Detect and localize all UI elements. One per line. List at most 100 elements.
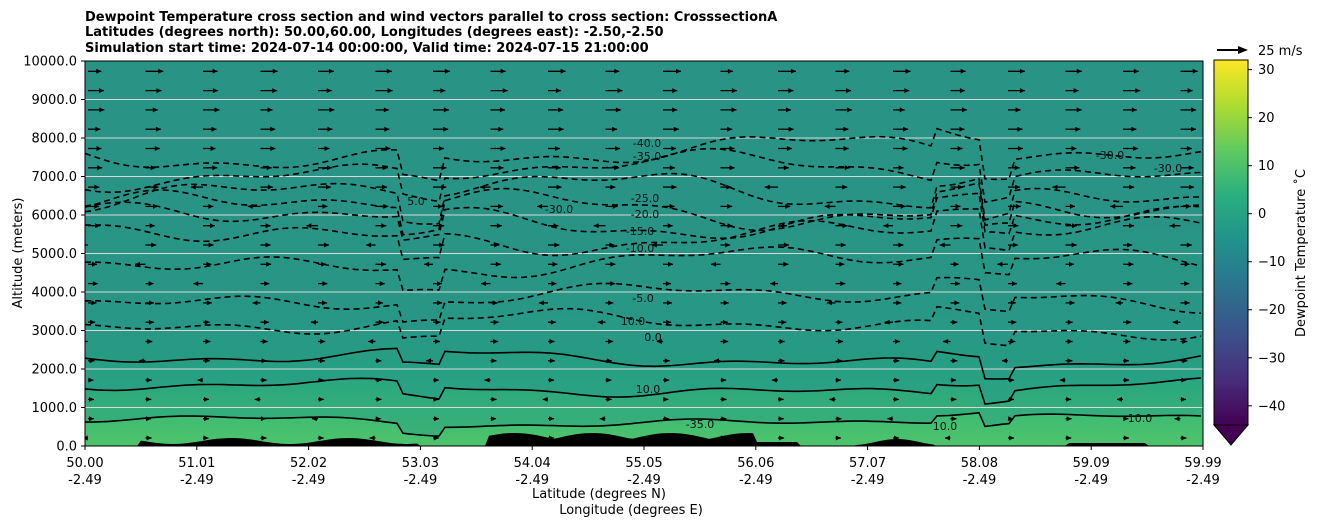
wind-vector-head xyxy=(788,88,794,94)
contour-label: 10.0 xyxy=(636,383,661,396)
wind-vector-head xyxy=(843,126,849,132)
wind-vector-head xyxy=(943,339,949,344)
contour-line xyxy=(85,172,1201,225)
x-tick-label-lon: -2.49 xyxy=(851,473,885,488)
wind-vector-head xyxy=(610,281,616,287)
wind-vector-head xyxy=(265,223,271,229)
wind-vector-head xyxy=(894,339,900,344)
wind-vector-head xyxy=(94,184,100,190)
wind-vector-head xyxy=(206,261,212,267)
wind-vector-head xyxy=(146,396,152,402)
wind-vector-head xyxy=(721,396,727,402)
wind-vector-head xyxy=(433,377,439,383)
wind-vector-head xyxy=(320,339,326,344)
wind-vector-head xyxy=(492,300,498,306)
wind-vector-head xyxy=(212,165,218,171)
wind-vector-head xyxy=(436,281,442,287)
wind-vector-head xyxy=(441,184,447,190)
x-tick-label-lon: -2.49 xyxy=(404,473,438,488)
wind-vector-head xyxy=(556,184,562,190)
wind-vector-head xyxy=(1126,319,1132,325)
wind-vector-head xyxy=(266,261,272,267)
wind-vector-head xyxy=(957,223,963,229)
wind-vector-head xyxy=(325,184,331,190)
wind-vector-head xyxy=(997,261,1003,267)
contour-label: -40.0 xyxy=(633,137,661,150)
wind-vector-head xyxy=(148,281,154,287)
wind-vector-head xyxy=(1069,261,1075,267)
wind-vector-head xyxy=(260,416,266,422)
chart-title-line-3: Simulation start time: 2024-07-14 00:00:… xyxy=(85,41,649,56)
wind-vector-head xyxy=(905,68,911,74)
wind-vector-head xyxy=(1069,300,1075,306)
contour-label: -30.0 xyxy=(1154,162,1182,175)
wind-vector-head xyxy=(836,416,842,422)
wind-vector-head xyxy=(672,88,678,94)
wind-vector-head xyxy=(883,223,889,229)
wind-vector-head xyxy=(560,68,566,74)
contour-line xyxy=(85,208,1202,261)
wind-vector-head xyxy=(376,377,382,383)
wind-vector-head xyxy=(778,396,784,402)
contour-label: 10.0 xyxy=(933,420,958,433)
wind-vector-head xyxy=(1001,358,1007,364)
wind-vector-head xyxy=(779,358,785,364)
wind-vector-head xyxy=(844,165,850,171)
wind-vector-head xyxy=(537,203,543,209)
wind-vector-head xyxy=(786,146,792,151)
wind-vector-head xyxy=(1180,396,1186,402)
wind-vector-head xyxy=(838,339,844,344)
wind-vector-head xyxy=(252,300,258,306)
wind-vector-head xyxy=(383,107,389,113)
y-tick-label: 1000.0 xyxy=(32,401,78,416)
x-axis-label-longitude: Longitude (degrees E) xyxy=(559,503,703,518)
wind-vector-head xyxy=(1066,435,1072,441)
wind-vector-head xyxy=(1071,146,1077,151)
wind-vector-head xyxy=(1015,203,1021,209)
wind-vector-head xyxy=(953,261,959,267)
wind-vector-head xyxy=(146,377,152,383)
wind-vector-head xyxy=(593,223,599,229)
wind-vector-head xyxy=(261,377,267,383)
wind-vector-head xyxy=(669,203,675,209)
y-tick-label: 8000.0 xyxy=(32,132,78,147)
contour-label: 10.0 xyxy=(621,315,646,328)
wind-vector-head xyxy=(204,358,210,364)
wind-vector-head xyxy=(155,126,161,132)
wind-vector-head xyxy=(896,300,902,306)
wind-vector-head xyxy=(95,126,101,132)
contour-label: -20.0 xyxy=(631,208,659,221)
wind-vector-head xyxy=(1131,126,1137,132)
wind-vector-head xyxy=(92,261,98,267)
wind-vector-head xyxy=(434,416,440,422)
wind-vector-head xyxy=(495,261,501,267)
x-tick-label-lon: -2.49 xyxy=(963,473,997,488)
wind-vector-head xyxy=(951,377,957,383)
x-tick-label-lon: -2.49 xyxy=(292,473,326,488)
wind-vector-head xyxy=(781,223,787,229)
wind-vector-head xyxy=(96,68,102,74)
wind-vector-head xyxy=(435,319,441,325)
x-tick-label-lat: 56.06 xyxy=(737,456,774,471)
wind-vector-head xyxy=(554,242,560,248)
y-axis: 0.0 1000.0 2000.0 3000.0 4000.0 5000.0 6000.0 7… xyxy=(23,55,85,455)
wind-vector-head xyxy=(844,68,850,74)
wind-vector-head xyxy=(1115,300,1121,306)
wind-vector-head xyxy=(1124,377,1130,383)
wind-vector-head xyxy=(555,146,561,151)
wind-vector-head xyxy=(89,396,95,402)
x-tick-label-lat: 52.02 xyxy=(290,456,327,471)
wind-vector-head xyxy=(1184,261,1190,267)
wind-vector-head xyxy=(270,126,276,132)
x-tick-label-lat: 50.00 xyxy=(66,456,103,471)
contour-label: -25.0 xyxy=(631,192,659,205)
wind-vector-head xyxy=(322,203,328,209)
contour-label: -35.0 xyxy=(633,150,661,163)
colorbar-extend-min xyxy=(1212,424,1250,446)
wind-vector-head xyxy=(499,107,505,113)
wind-vector-head xyxy=(89,358,95,364)
wind-vector-head xyxy=(498,203,504,209)
wind-vector-head xyxy=(839,261,845,267)
wind-vector-head xyxy=(434,339,440,344)
